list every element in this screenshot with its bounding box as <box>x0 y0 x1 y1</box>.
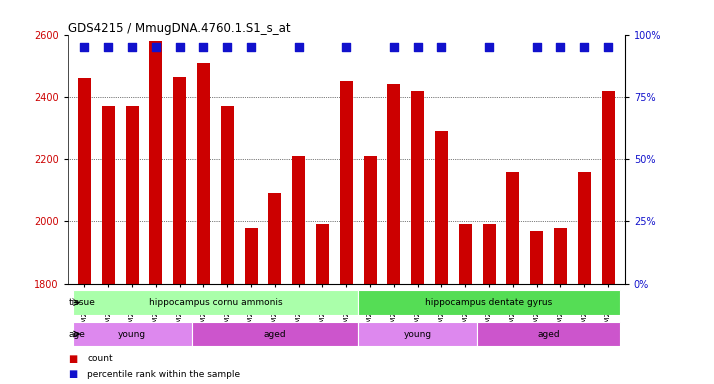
Point <box>531 44 543 50</box>
Bar <box>73 321 191 346</box>
Text: age: age <box>69 329 85 339</box>
Bar <box>197 63 210 284</box>
Text: count: count <box>87 354 113 364</box>
Bar <box>554 228 567 284</box>
Bar <box>358 321 477 346</box>
Text: percentile rank within the sample: percentile rank within the sample <box>87 370 241 379</box>
Text: GDS4215 / MmugDNA.4760.1.S1_s_at: GDS4215 / MmugDNA.4760.1.S1_s_at <box>68 22 291 35</box>
Bar <box>387 84 401 284</box>
Point <box>483 44 495 50</box>
Point <box>388 44 400 50</box>
Bar <box>458 225 472 284</box>
Bar <box>530 231 543 284</box>
Point <box>412 44 423 50</box>
Bar <box>477 321 620 346</box>
Point <box>174 44 186 50</box>
Point <box>436 44 447 50</box>
Text: hippocampus cornu ammonis: hippocampus cornu ammonis <box>149 298 282 307</box>
Text: young: young <box>403 329 432 339</box>
Point <box>126 44 138 50</box>
Bar <box>78 78 91 284</box>
Point <box>246 44 257 50</box>
Bar <box>292 156 306 284</box>
Point <box>198 44 209 50</box>
Bar <box>316 225 329 284</box>
Text: ■: ■ <box>68 354 77 364</box>
Bar <box>363 156 377 284</box>
Bar <box>191 321 358 346</box>
Point <box>578 44 590 50</box>
Bar <box>358 290 620 315</box>
Bar <box>149 41 162 284</box>
Bar <box>340 81 353 284</box>
Bar <box>126 106 139 284</box>
Bar <box>435 131 448 284</box>
Text: ■: ■ <box>68 369 77 379</box>
Text: young: young <box>118 329 146 339</box>
Point <box>79 44 90 50</box>
Text: hippocampus dentate gyrus: hippocampus dentate gyrus <box>426 298 553 307</box>
Point <box>603 44 614 50</box>
Point <box>103 44 114 50</box>
Point <box>555 44 566 50</box>
Bar <box>601 91 615 284</box>
Bar <box>101 106 115 284</box>
Point <box>341 44 352 50</box>
Bar <box>244 228 258 284</box>
Text: tissue: tissue <box>69 298 95 307</box>
Bar <box>506 172 519 284</box>
Text: aged: aged <box>263 329 286 339</box>
Bar <box>221 106 233 284</box>
Point <box>150 44 161 50</box>
Bar <box>268 193 281 284</box>
Bar <box>173 76 186 284</box>
Bar <box>73 290 358 315</box>
Point <box>293 44 304 50</box>
Bar <box>578 172 591 284</box>
Bar <box>411 91 424 284</box>
Text: aged: aged <box>537 329 560 339</box>
Point <box>221 44 233 50</box>
Bar <box>483 225 496 284</box>
